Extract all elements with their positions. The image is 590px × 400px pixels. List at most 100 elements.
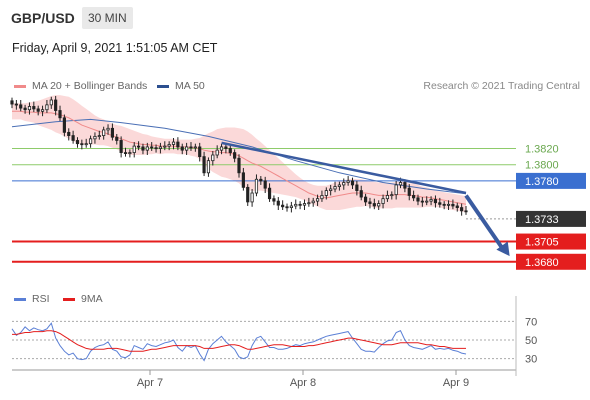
candle-body	[54, 99, 58, 111]
candle-body	[420, 200, 424, 203]
rsi-tick-label: 70	[525, 316, 537, 328]
x-tick-label: Apr 8	[290, 377, 316, 389]
level-tag-last	[516, 210, 586, 227]
candle-body	[272, 198, 276, 202]
candle-body	[97, 135, 101, 137]
rsi-tick-label: 30	[525, 354, 537, 366]
level-label-last: 1.3733	[525, 214, 559, 226]
trend-line	[221, 141, 467, 195]
candle-body	[372, 203, 376, 207]
candle-body	[407, 187, 411, 196]
candle-body	[137, 145, 141, 148]
candle-body	[88, 138, 93, 145]
rsi-swatch	[14, 297, 26, 301]
timeframe-button[interactable]: 30 MIN	[82, 7, 133, 29]
projection-shaft	[464, 194, 506, 252]
candle-body	[163, 145, 167, 148]
candle-body	[84, 143, 88, 146]
timestamp: Friday, April 9, 2021 1:51:05 AM CET	[12, 41, 218, 55]
rsi-tick-label: 50	[525, 335, 537, 347]
candle-body	[215, 149, 219, 156]
candle-body	[368, 201, 372, 204]
candle-body	[451, 203, 455, 207]
candle-body	[342, 182, 346, 186]
candle-body	[385, 195, 390, 200]
candle-body	[58, 110, 62, 119]
candle-body	[80, 143, 84, 146]
candle-body	[246, 186, 250, 203]
candle-body	[171, 141, 176, 145]
candle-body	[62, 117, 66, 133]
candle-body	[390, 194, 394, 197]
candle-body	[259, 178, 263, 182]
candle-body	[158, 146, 163, 149]
x-tick-labels: Apr 7 Apr 8 Apr 9	[137, 370, 469, 389]
candle-body	[381, 198, 385, 204]
candle-body	[211, 154, 215, 162]
candle-body	[115, 136, 119, 141]
candle-body	[32, 106, 36, 110]
price-level-labels: 1.3820 1.3800 1.3780 1.3733 1.3705 1.3680	[516, 144, 586, 270]
ma20-swatch	[14, 84, 26, 88]
candle-body	[102, 129, 106, 136]
level-label-pivot: 1.3780	[525, 176, 559, 188]
candle-body	[128, 152, 132, 154]
legend-rsi-ma: 9MA	[63, 293, 103, 305]
candle-body	[14, 103, 18, 106]
candle-body	[350, 180, 355, 186]
candle-body	[224, 146, 228, 149]
rsi-line	[11, 322, 467, 362]
candle-body	[141, 146, 145, 151]
candle-body	[193, 146, 197, 149]
candle-body	[228, 148, 232, 153]
x-axis: Apr 7 Apr 8 Apr 9	[12, 296, 517, 389]
candle-body	[416, 197, 420, 202]
rsi-legend-label: RSI	[32, 293, 50, 305]
candle-body	[154, 147, 158, 150]
candle-body	[185, 146, 189, 151]
candle-body	[93, 135, 97, 140]
candle-body	[433, 199, 438, 204]
x-tick-label: Apr 9	[443, 377, 469, 389]
symbol-label: GBP/USD	[11, 10, 75, 26]
candle-body	[460, 207, 464, 212]
candle-body	[298, 203, 302, 206]
candle-body	[206, 160, 211, 174]
candle-body	[442, 203, 446, 206]
candle-body	[446, 203, 451, 206]
ma20-legend-label: MA 20 + Bollinger Bands	[32, 80, 148, 92]
level-label-resistance: 1.3800	[525, 160, 559, 172]
candle-body	[40, 109, 45, 112]
candles	[10, 95, 468, 216]
ma50-line	[11, 118, 467, 195]
candle-body	[49, 99, 53, 106]
candle-body	[198, 146, 202, 158]
candle-body	[167, 144, 171, 147]
candle-body	[267, 187, 272, 200]
candle-body	[355, 184, 359, 191]
candle-body	[189, 146, 193, 149]
candle-body	[333, 186, 337, 190]
candle-body	[394, 184, 398, 196]
candle-body	[425, 200, 429, 203]
legend-ma50: MA 50	[157, 80, 205, 92]
candle-body	[132, 145, 136, 153]
candle-body	[294, 203, 298, 207]
level-label-support: 1.3705	[525, 237, 559, 249]
credit-text: Research © 2021 Trading Central	[423, 80, 580, 92]
rsi-ma-swatch	[63, 297, 75, 301]
candle-body	[364, 196, 368, 203]
candle-body	[455, 205, 459, 208]
candle-body	[45, 104, 49, 111]
level-tag-support	[516, 253, 586, 270]
legend-rsi: RSI	[14, 293, 50, 305]
candle-body	[329, 188, 333, 191]
candle-body	[106, 127, 110, 131]
candle-body	[150, 146, 154, 149]
level-tag-support	[516, 233, 586, 250]
candle-body	[315, 198, 320, 202]
candle-body	[145, 146, 149, 151]
projection-arrow	[464, 194, 510, 257]
candle-body	[176, 141, 180, 148]
